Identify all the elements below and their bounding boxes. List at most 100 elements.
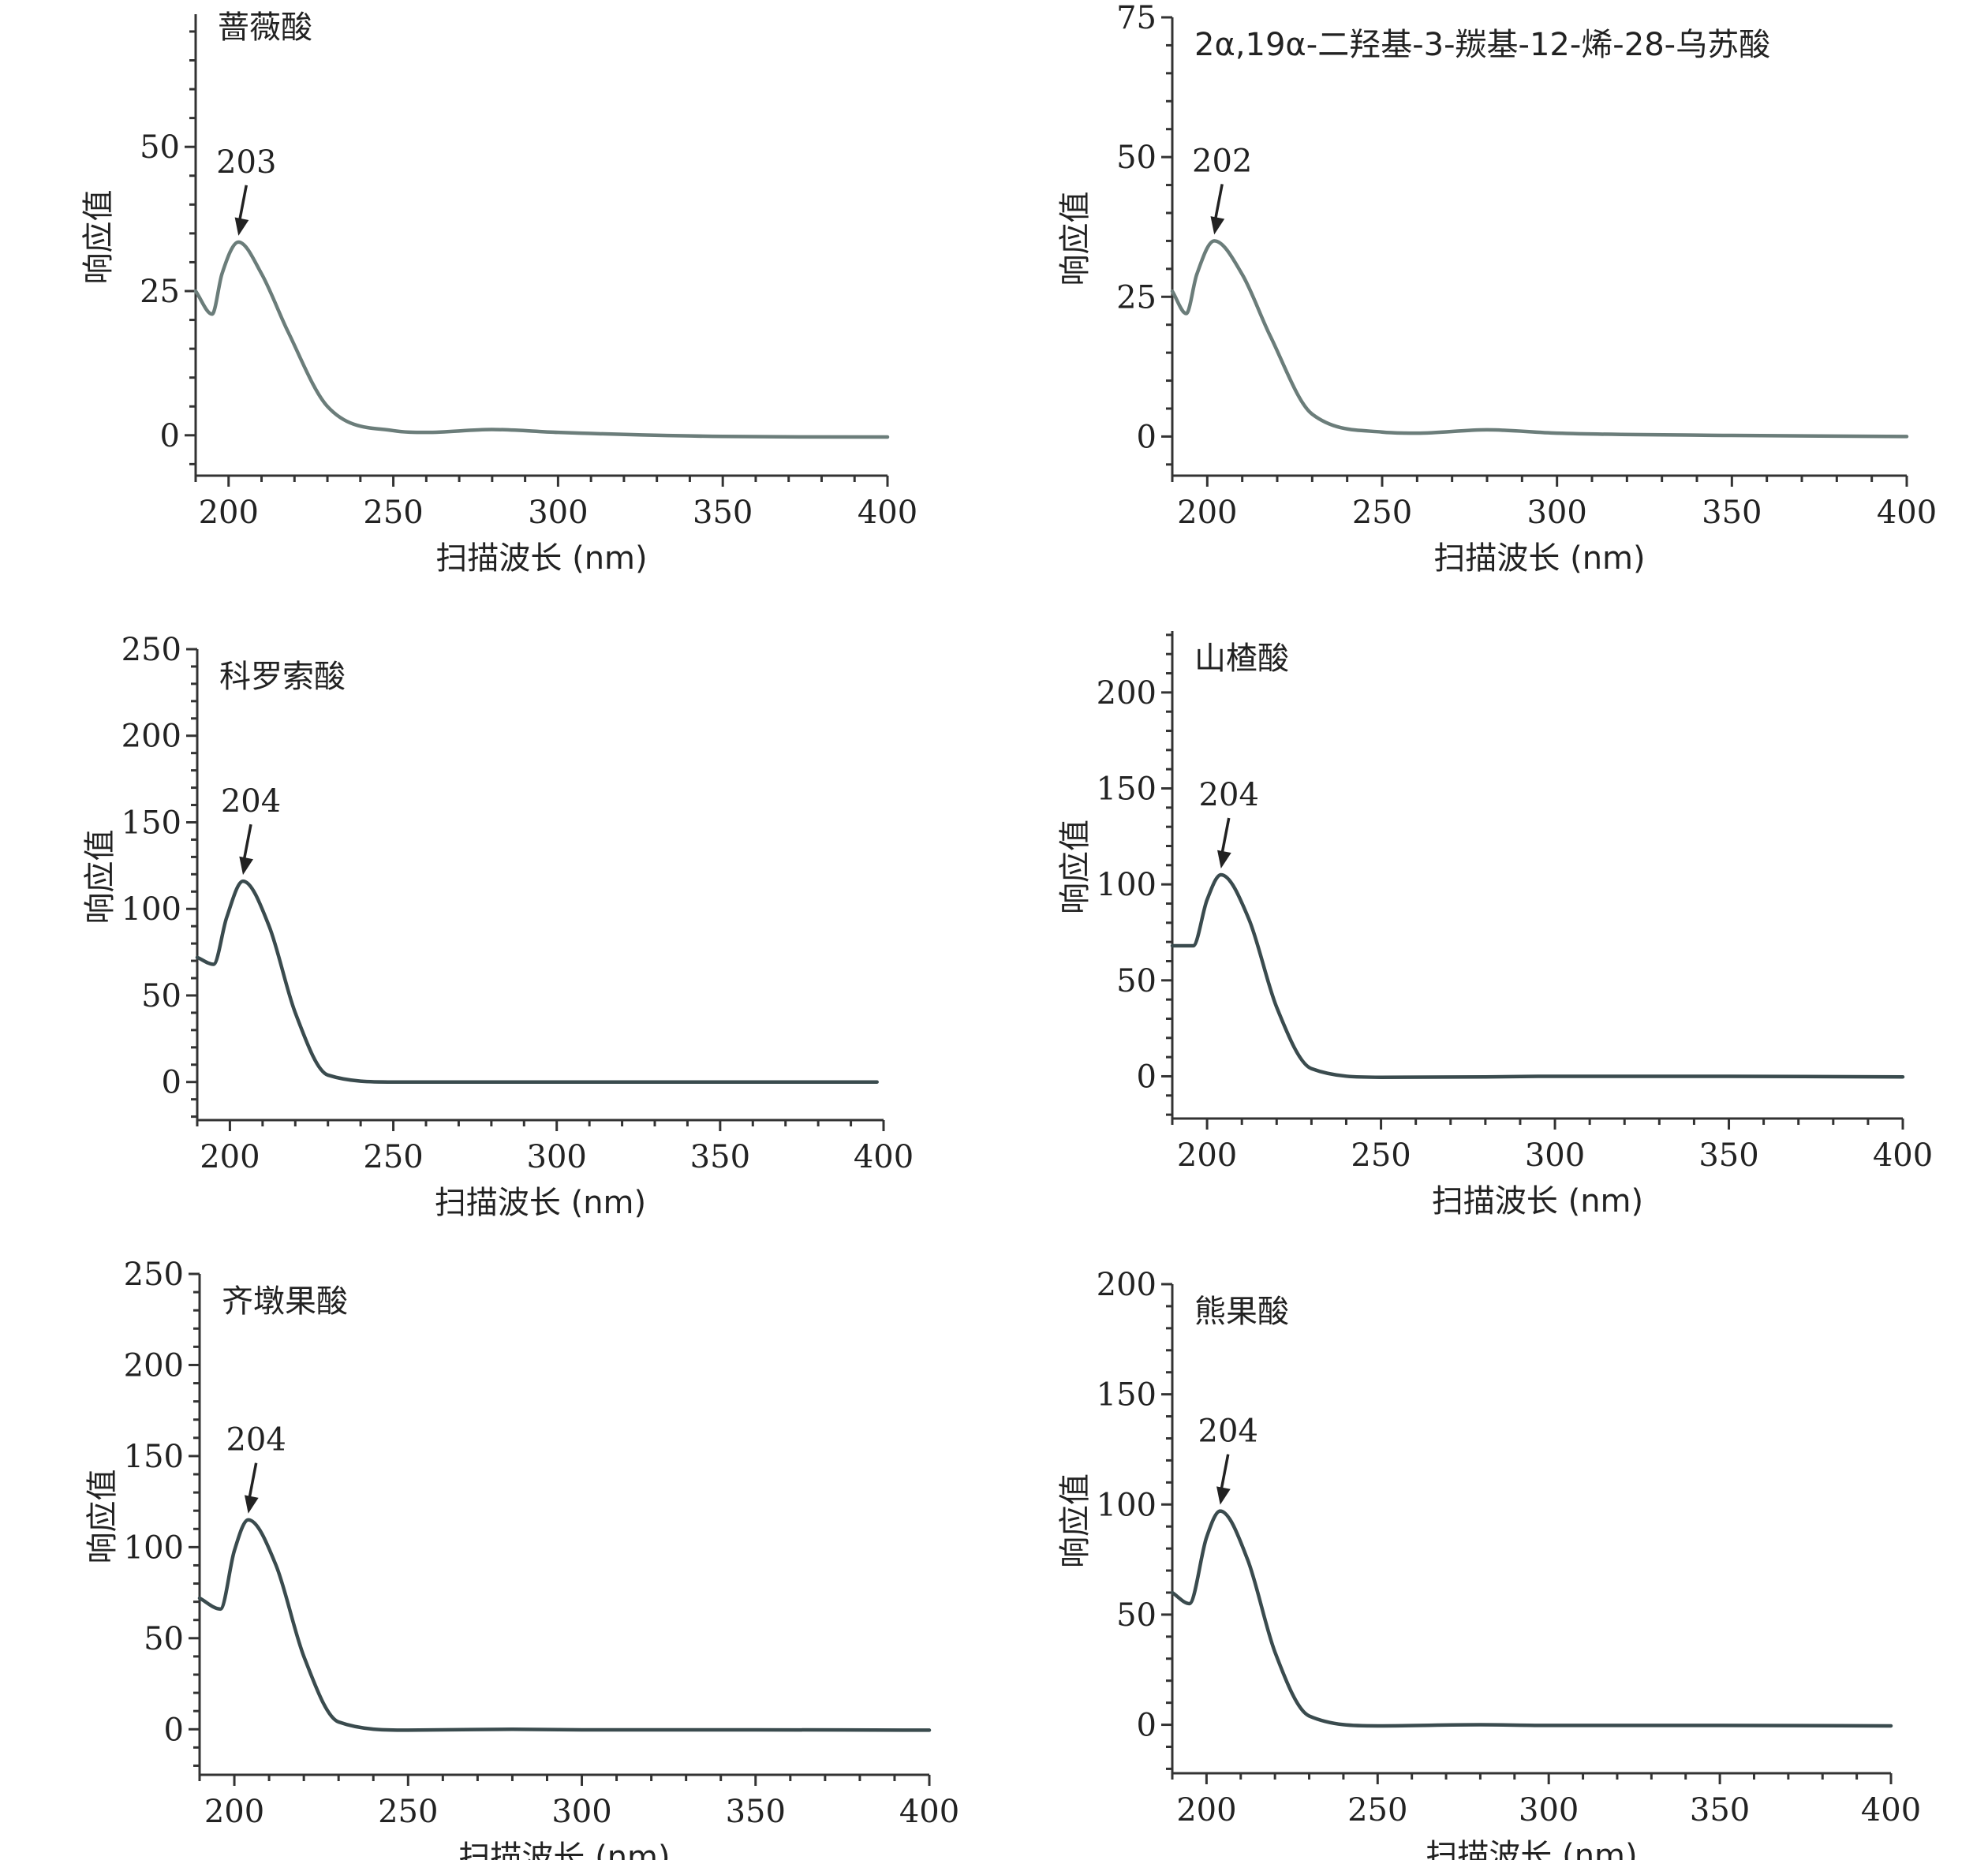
x-axis-title: 扫描波长 (nm) xyxy=(1426,1838,1637,1860)
y-tick-label: 150 xyxy=(1097,771,1157,808)
peak-arrowhead xyxy=(239,856,253,876)
panel-title: 2α,19α-二羟基-3-羰基-12-烯-28-乌苏酸 xyxy=(1194,27,1770,63)
x-tick-label: 350 xyxy=(1690,1792,1750,1828)
y-axis-title: 响应值 xyxy=(84,1470,121,1564)
spectrum-panel: 200 250 300 350 400 0 25 50 扫描波长 (nm) 响应值 蔷薇酸 203 xyxy=(80,9,917,577)
x-tick-label: 250 xyxy=(378,1794,438,1830)
y-tick-label: 200 xyxy=(1097,675,1157,712)
x-tick-label: 200 xyxy=(200,1139,260,1175)
peak-label: 204 xyxy=(1199,777,1259,813)
y-tick-label: 25 xyxy=(1116,279,1157,316)
x-tick-label: 400 xyxy=(1861,1792,1921,1828)
x-tick-label: 400 xyxy=(1877,495,1937,531)
y-tick-label: 25 xyxy=(140,274,180,310)
peak-label: 204 xyxy=(221,783,281,820)
panel-title: 科罗索酸 xyxy=(219,659,346,695)
x-tick-label: 400 xyxy=(899,1794,959,1830)
x-tick-label: 300 xyxy=(528,495,588,531)
x-axis-title: 扫描波长 (nm) xyxy=(1432,1183,1643,1219)
y-tick-label: 0 xyxy=(162,1065,181,1101)
y-tick-label: 100 xyxy=(1097,867,1157,903)
x-tick-label: 250 xyxy=(1347,1792,1407,1828)
y-tick-label: 100 xyxy=(124,1529,184,1566)
x-tick-label: 200 xyxy=(1176,1792,1236,1828)
x-tick-label: 250 xyxy=(1352,495,1412,531)
y-tick-label: 200 xyxy=(121,719,181,755)
x-tick-label: 200 xyxy=(1177,495,1237,531)
spectrum-line xyxy=(195,879,879,1084)
x-tick-label: 350 xyxy=(1698,1137,1758,1174)
y-tick-label: 200 xyxy=(1097,1267,1157,1303)
x-tick-label: 250 xyxy=(363,1139,423,1175)
spectrum-line xyxy=(1170,1509,1893,1728)
spectrum-panel: 200 250 300 350 400 0 50 100 150 200 250 扫描波长 (nm) 响… xyxy=(82,632,914,1221)
x-tick-label: 300 xyxy=(1519,1792,1579,1828)
y-tick-label: 150 xyxy=(121,805,181,841)
y-axis-title: 响应值 xyxy=(1057,192,1093,286)
y-tick-label: 100 xyxy=(121,891,181,928)
x-axis-title: 扫描波长 (nm) xyxy=(435,1185,646,1221)
peak-arrowhead xyxy=(1217,850,1231,868)
peak-arrowhead xyxy=(234,217,249,236)
peak-label: 202 xyxy=(1192,143,1252,179)
x-tick-label: 350 xyxy=(1702,495,1762,531)
spectrum-panel: 200 250 300 350 400 0 25 50 75 扫描波长 (nm) 响应值 2α,19α… xyxy=(1057,0,1937,577)
peak-arrowhead xyxy=(1216,1486,1231,1505)
y-axis-title: 响应值 xyxy=(82,830,118,924)
x-tick-label: 350 xyxy=(693,495,753,531)
x-axis-title: 扫描波长 (nm) xyxy=(1433,540,1645,577)
peak-label: 204 xyxy=(1198,1414,1258,1450)
spectrum-panel: 200 250 300 350 400 0 50 100 150 200 扫描波长 (nm) 响应值 山… xyxy=(1057,631,1933,1219)
panel-title: 蔷薇酸 xyxy=(218,9,312,46)
peak-label: 203 xyxy=(216,144,276,181)
y-tick-label: 250 xyxy=(124,1257,184,1293)
x-tick-label: 300 xyxy=(551,1794,611,1830)
x-axis-title: 扫描波长 (nm) xyxy=(435,540,647,577)
x-tick-label: 400 xyxy=(1873,1137,1933,1174)
y-axis-title: 响应值 xyxy=(1057,1473,1093,1568)
spectrum-panel: 200 250 300 350 400 0 50 100 150 200 扫描波长 (nm) 响应值 熊… xyxy=(1057,1267,1921,1860)
x-tick-label: 350 xyxy=(726,1794,786,1830)
panel-title: 熊果酸 xyxy=(1194,1294,1289,1330)
y-axis-title: 响应值 xyxy=(1057,820,1093,914)
spectrum-panel: 200 250 300 350 400 0 50 100 150 200 250 扫描波长 (nm) 响… xyxy=(84,1257,959,1860)
x-tick-label: 350 xyxy=(690,1139,750,1175)
y-tick-label: 50 xyxy=(140,129,180,166)
y-tick-label: 200 xyxy=(124,1347,184,1384)
spectrum-line xyxy=(1170,239,1909,439)
x-tick-label: 200 xyxy=(1177,1137,1237,1174)
spectrum-line xyxy=(197,1518,932,1732)
y-tick-label: 0 xyxy=(164,1712,184,1748)
y-tick-label: 75 xyxy=(1116,0,1157,36)
x-tick-label: 250 xyxy=(1351,1137,1411,1174)
y-tick-label: 50 xyxy=(144,1621,184,1657)
peak-arrowhead xyxy=(1210,216,1225,235)
spectrum-line xyxy=(193,240,890,439)
x-tick-label: 300 xyxy=(1526,495,1586,531)
peak-arrowhead xyxy=(244,1495,259,1514)
x-tick-label: 400 xyxy=(858,495,917,531)
y-tick-label: 50 xyxy=(1116,963,1157,999)
y-tick-label: 0 xyxy=(1137,419,1157,455)
x-tick-label: 400 xyxy=(854,1139,914,1175)
x-tick-label: 250 xyxy=(363,495,423,531)
y-tick-label: 50 xyxy=(1116,140,1157,176)
spectrum-line xyxy=(1170,872,1905,1079)
peak-label: 204 xyxy=(226,1422,286,1458)
x-tick-label: 200 xyxy=(204,1794,264,1830)
x-tick-label: 300 xyxy=(527,1139,587,1175)
y-tick-label: 50 xyxy=(1116,1597,1157,1634)
y-tick-label: 250 xyxy=(121,632,181,668)
panel-title: 齐墩果酸 xyxy=(222,1283,348,1320)
y-axis-title: 响应值 xyxy=(80,190,117,285)
x-tick-label: 300 xyxy=(1525,1137,1585,1174)
y-tick-label: 150 xyxy=(124,1439,184,1475)
y-tick-label: 150 xyxy=(1097,1377,1157,1414)
y-tick-label: 0 xyxy=(160,418,180,454)
y-tick-label: 100 xyxy=(1097,1487,1157,1523)
y-tick-label: 0 xyxy=(1137,1059,1157,1095)
x-tick-label: 200 xyxy=(199,495,259,531)
y-tick-label: 0 xyxy=(1137,1708,1157,1744)
x-axis-title: 扫描波长 (nm) xyxy=(458,1839,670,1860)
